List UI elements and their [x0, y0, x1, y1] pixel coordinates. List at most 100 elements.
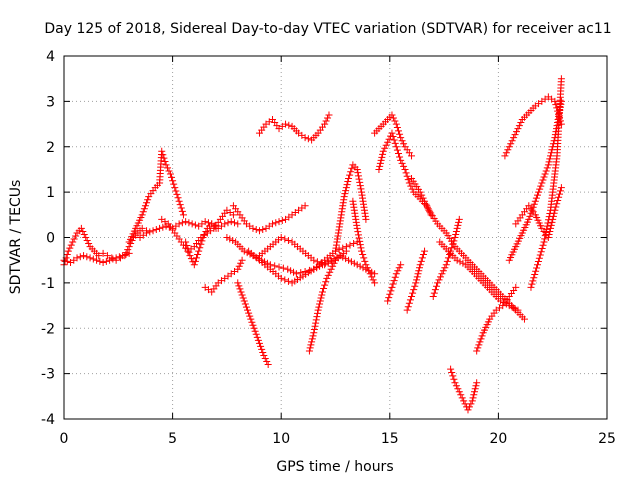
data-point: [249, 224, 257, 232]
data-point: [532, 194, 540, 202]
data-point: [454, 221, 462, 229]
series-29: [527, 75, 565, 291]
x-tick-label: 0: [60, 431, 69, 447]
data-point: [533, 264, 541, 272]
data-point: [246, 312, 254, 320]
data-point: [285, 121, 293, 129]
data-point: [321, 261, 329, 269]
data-point: [397, 134, 405, 142]
data-point: [451, 234, 459, 241]
data-point: [361, 257, 369, 265]
data-point: [141, 202, 149, 210]
data-point: [324, 271, 332, 279]
data-point: [386, 290, 394, 298]
data-point: [554, 197, 562, 205]
data-point: [173, 190, 181, 198]
data-point: [359, 251, 367, 259]
data-point: [246, 250, 254, 258]
data-point: [354, 172, 362, 180]
data-point: [176, 201, 184, 209]
data-point: [322, 278, 330, 286]
data-point: [544, 219, 552, 227]
data-point: [505, 302, 513, 310]
data-point: [394, 127, 402, 135]
data-point: [538, 179, 546, 187]
data-point: [409, 289, 417, 297]
data-point: [355, 234, 363, 242]
data-point: [140, 205, 148, 213]
data-point: [318, 291, 326, 299]
data-point: [229, 237, 237, 245]
data-point: [149, 227, 157, 235]
data-point: [263, 358, 271, 366]
data-point: [284, 237, 292, 245]
data-point: [414, 270, 422, 278]
data-point: [115, 253, 123, 261]
data-point: [182, 238, 190, 246]
data-point: [313, 258, 321, 266]
data-point: [310, 326, 318, 334]
grid: [64, 56, 607, 419]
data-point: [511, 131, 519, 139]
data-point: [497, 297, 505, 305]
data-point: [454, 385, 462, 393]
data-point: [538, 245, 546, 253]
data-point: [557, 75, 565, 83]
data-point: [436, 273, 444, 281]
data-point: [292, 270, 300, 278]
data-point: [312, 316, 320, 324]
data-point: [158, 147, 166, 155]
data-point: [527, 283, 535, 291]
series-3: [125, 147, 187, 246]
data-point: [508, 137, 516, 145]
data-point: [175, 197, 183, 205]
data-point: [77, 224, 85, 232]
data-point: [335, 246, 343, 254]
data-point: [375, 165, 383, 173]
data-point: [418, 191, 426, 199]
data-point: [545, 216, 553, 224]
data-point: [170, 180, 178, 188]
data-point: [357, 185, 365, 193]
series-24: [447, 365, 481, 414]
data-point: [93, 256, 101, 264]
data-point: [404, 176, 412, 184]
data-point: [165, 167, 173, 175]
data-point: [305, 347, 313, 355]
data-point: [389, 280, 397, 288]
y-tick-label: -4: [41, 412, 55, 428]
data-point: [342, 247, 350, 255]
data-point: [365, 267, 373, 275]
data-point: [451, 379, 459, 387]
data-point: [339, 253, 347, 261]
data-point: [321, 281, 329, 289]
data-point: [103, 252, 111, 260]
data-point: [537, 182, 545, 190]
data-point: [530, 274, 538, 282]
data-point: [389, 114, 397, 122]
data-point: [455, 388, 463, 396]
data-point: [309, 332, 317, 340]
data-point: [166, 170, 174, 178]
data-point: [541, 235, 549, 243]
data-point: [544, 234, 552, 241]
data-point: [477, 335, 485, 343]
data-point: [356, 237, 364, 245]
data-point: [124, 246, 132, 254]
data-point: [528, 206, 536, 214]
data-point: [446, 251, 454, 259]
series-25: [473, 283, 520, 355]
data-point: [533, 261, 541, 269]
y-tick-label: -2: [41, 321, 55, 337]
data-point: [473, 347, 481, 355]
data-point: [369, 276, 377, 284]
data-point: [356, 241, 364, 249]
data-point: [314, 309, 322, 317]
data-point: [378, 153, 386, 161]
data-point: [281, 276, 289, 284]
data-point: [250, 324, 258, 332]
data-point: [159, 151, 167, 159]
data-point: [63, 257, 71, 265]
data-point: [235, 262, 243, 270]
data-point: [175, 220, 183, 228]
